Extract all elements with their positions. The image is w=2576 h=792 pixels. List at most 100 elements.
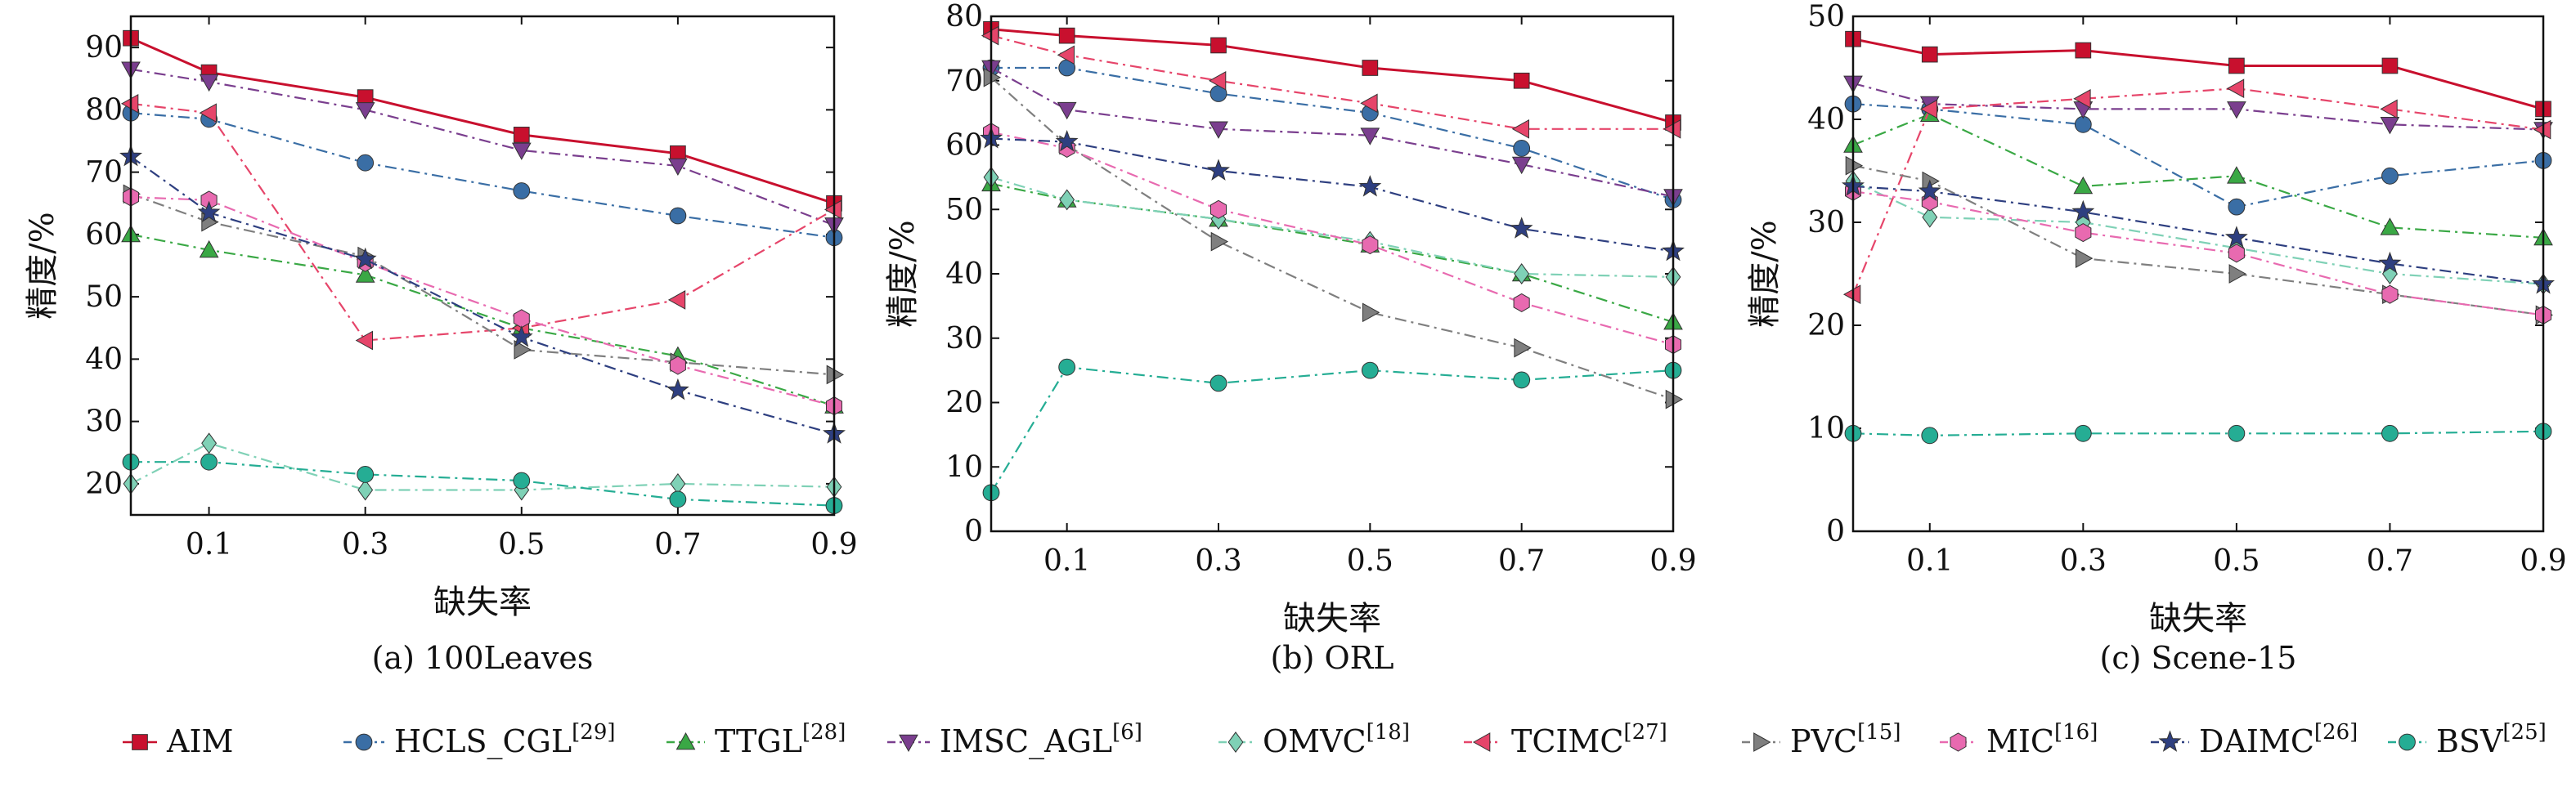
series-line [1852,190,2544,316]
legend-entry-bsv: BSV[25] [2388,720,2547,759]
data-point [1358,175,1382,197]
data-point [2228,198,2246,216]
plot-frame [990,15,1675,533]
y-tick-label: 20 [945,387,983,420]
y-axis-label: 精度/% [884,220,922,327]
data-point [513,472,531,490]
legend-label: TTGL[28] [715,720,846,759]
data-point [2073,88,2091,109]
chart-panel-2: 0 10 20 30 40 50 60 70 80 0.1 0.3 0.5 0.7 0.9 缺失率 精度/% (… [884,0,1697,676]
series-line [130,155,835,435]
data-point [2224,226,2248,248]
legend-entry-imsc-agl: IMSC_AGL[6] [887,720,1142,760]
series-line [990,67,1674,198]
series-aim [983,20,1681,131]
x-tick-label: 0.3 [2060,544,2107,578]
data-point [1209,374,1227,392]
data-point [1919,99,1938,119]
legend-marker [1950,732,1967,752]
y-tick-label: 30 [1807,206,1845,239]
legend-label: MIC[16] [1986,720,2098,759]
data-point [2075,223,2092,243]
data-point [514,340,532,360]
y-tick-label: 20 [85,468,123,501]
data-point [2227,101,2246,119]
data-point [2228,424,2246,442]
x-tick-label: 0.9 [810,528,857,562]
data-point [353,247,377,270]
data-point [1513,72,1530,89]
data-point [2228,244,2245,263]
data-point [2228,264,2246,284]
legend-marker [675,732,696,750]
data-point [669,490,687,508]
x-tick-label: 0.9 [1649,544,1696,578]
data-point [1362,302,1380,323]
data-point [668,158,688,177]
data-point [2227,166,2246,184]
y-tick-label: 80 [85,93,123,127]
data-point [2381,424,2399,442]
x-tick-label: 0.5 [2213,544,2260,578]
legend-label: HCLS_CGL[29] [394,720,616,760]
series-pvc [983,67,1684,409]
legend-label: IMSC_AGL[6] [940,720,1142,760]
data-point [1514,263,1530,284]
x-tick-label: 0.1 [186,528,232,562]
y-tick-label: 30 [85,405,123,439]
data-point [355,330,373,351]
series-omvc [983,166,1681,288]
y-tick-label: 0 [964,515,983,548]
series-line [1852,113,2544,239]
legend-entry-hcls-cgl: HCLS_CGL[29] [343,720,616,760]
series-line [990,28,1674,124]
data-point [357,479,374,501]
legend-label: BSV[25] [2436,720,2547,759]
legend-entry-ttgl: TTGL[28] [666,720,846,759]
series-ttgl [121,224,844,414]
data-point [1209,121,1228,139]
x-tick-label: 0.5 [1347,544,1393,578]
y-axis-label: 精度/% [24,212,61,319]
legend-label: TCIMC[27] [1511,720,1667,759]
series-line [1852,185,2544,285]
data-point [511,142,532,160]
data-point [1207,159,1230,181]
series-line [1852,103,2544,208]
data-point [357,466,375,483]
x-tick-label: 0.5 [498,528,545,562]
series-pvc [123,184,845,385]
legend-marker [132,734,148,750]
data-point [1513,371,1531,389]
series-bsv [982,358,1682,502]
data-point [1361,361,1379,379]
series-aim [1845,30,2551,118]
data-point [1922,206,1938,228]
y-tick-label: 80 [945,0,983,34]
data-point [2380,217,2400,235]
chart-panel-3: 0 10 20 30 40 50 0.1 0.3 0.5 0.7 0.9 缺失率 精度/% (c) Sce… [1746,0,2567,676]
x-tick-label: 0.7 [1498,544,1545,578]
series-daimc [980,126,1685,262]
legend-label: AIM [166,723,233,759]
data-point [199,74,219,92]
data-point [1058,27,1075,44]
series-tcimc [120,93,842,351]
plot-frame [1851,15,2545,533]
data-point [199,103,217,123]
data-point [1513,293,1530,312]
series-line [130,233,835,407]
data-point [666,378,689,400]
data-point [199,239,219,258]
data-point [2380,99,2398,119]
data-point [1058,358,1076,376]
data-point [1511,119,1529,139]
chart-panel-1: 20 30 40 50 60 70 80 90 0.1 0.3 0.5 0.7 0.9 缺失率 精度/% (a… [24,15,858,676]
legend: AIM HCLS_CGL[29] TTGL[28] IMSC_AGL[6] OMVC[1… [123,720,2547,760]
data-point [1921,46,1938,63]
y-tick-label: 30 [945,322,983,356]
data-point [1921,427,1939,445]
series-mic [1845,181,2551,324]
series-line [130,442,835,491]
